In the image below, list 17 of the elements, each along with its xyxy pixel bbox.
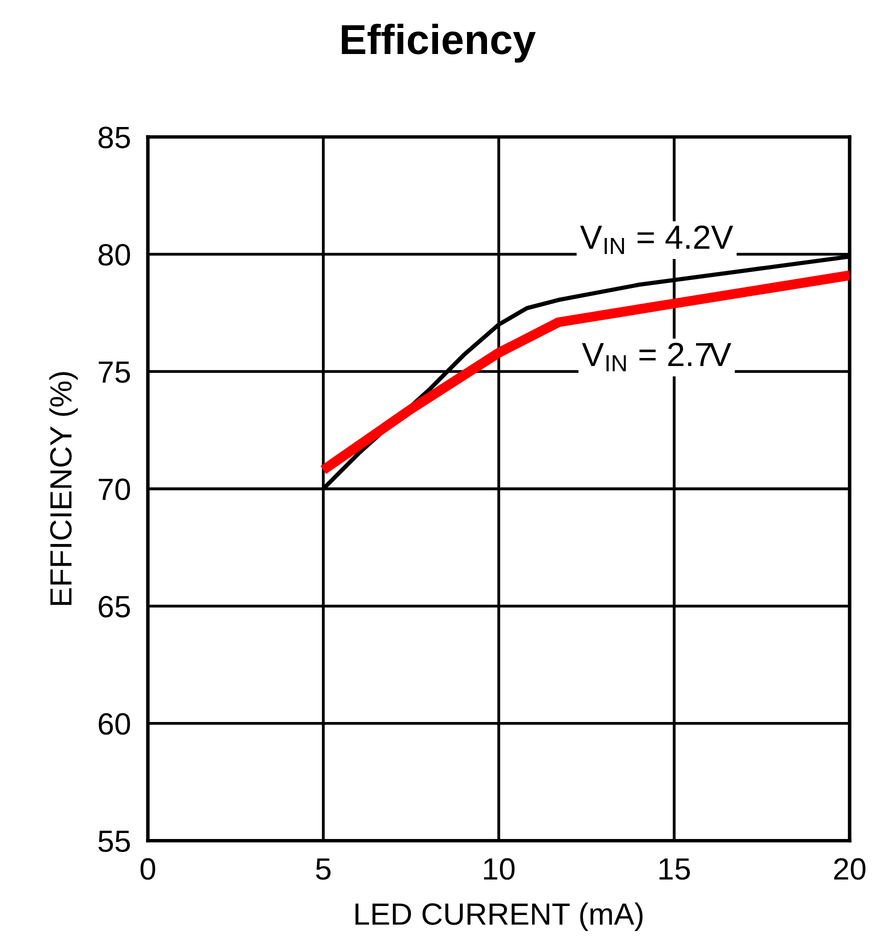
- x-tick-label: 20: [834, 858, 866, 880]
- y-tick-label: 70: [98, 478, 130, 500]
- y-tick-label: 55: [98, 830, 130, 852]
- y-axis-title: EFFICIENCY (%): [49, 372, 78, 605]
- x-axis-title: LED CURRENT (mA): [356, 902, 643, 931]
- y-tick-label: 75: [98, 362, 130, 383]
- x-tick-label: 15: [660, 858, 690, 880]
- chart-title: Efficiency: [342, 24, 536, 63]
- x-tick-label: 5: [316, 858, 331, 880]
- x-tick-label: 0: [140, 858, 156, 880]
- y-tick-label: 80: [98, 244, 130, 266]
- y-tick-label: 65: [98, 596, 130, 618]
- y-tick-label: 85: [98, 126, 130, 148]
- series-label: V$_{IN}$ = 4.2V: [580, 225, 734, 254]
- y-tick-label: 60: [98, 713, 130, 735]
- series-label: V$_{IN}$ = 2.7V: [582, 342, 732, 372]
- x-tick-label: 10: [484, 858, 515, 880]
